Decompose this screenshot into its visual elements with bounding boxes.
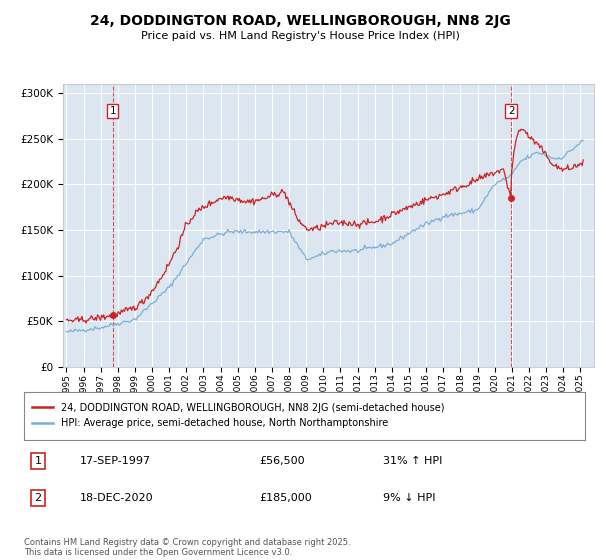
Text: £56,500: £56,500 — [260, 456, 305, 466]
Text: Contains HM Land Registry data © Crown copyright and database right 2025.
This d: Contains HM Land Registry data © Crown c… — [24, 538, 350, 557]
Text: 18-DEC-2020: 18-DEC-2020 — [80, 493, 154, 503]
Text: £185,000: £185,000 — [260, 493, 313, 503]
Text: 1: 1 — [110, 106, 116, 116]
Text: 31% ↑ HPI: 31% ↑ HPI — [383, 456, 442, 466]
Text: 17-SEP-1997: 17-SEP-1997 — [80, 456, 151, 466]
Text: 9% ↓ HPI: 9% ↓ HPI — [383, 493, 436, 503]
Text: 1: 1 — [35, 456, 41, 466]
Text: Price paid vs. HM Land Registry's House Price Index (HPI): Price paid vs. HM Land Registry's House … — [140, 31, 460, 41]
Text: 2: 2 — [34, 493, 41, 503]
Legend: 24, DODDINGTON ROAD, WELLINGBOROUGH, NN8 2JG (semi-detached house), HPI: Average: 24, DODDINGTON ROAD, WELLINGBOROUGH, NN8… — [28, 399, 448, 432]
Text: 2: 2 — [508, 106, 514, 116]
Text: 24, DODDINGTON ROAD, WELLINGBOROUGH, NN8 2JG: 24, DODDINGTON ROAD, WELLINGBOROUGH, NN8… — [89, 14, 511, 28]
